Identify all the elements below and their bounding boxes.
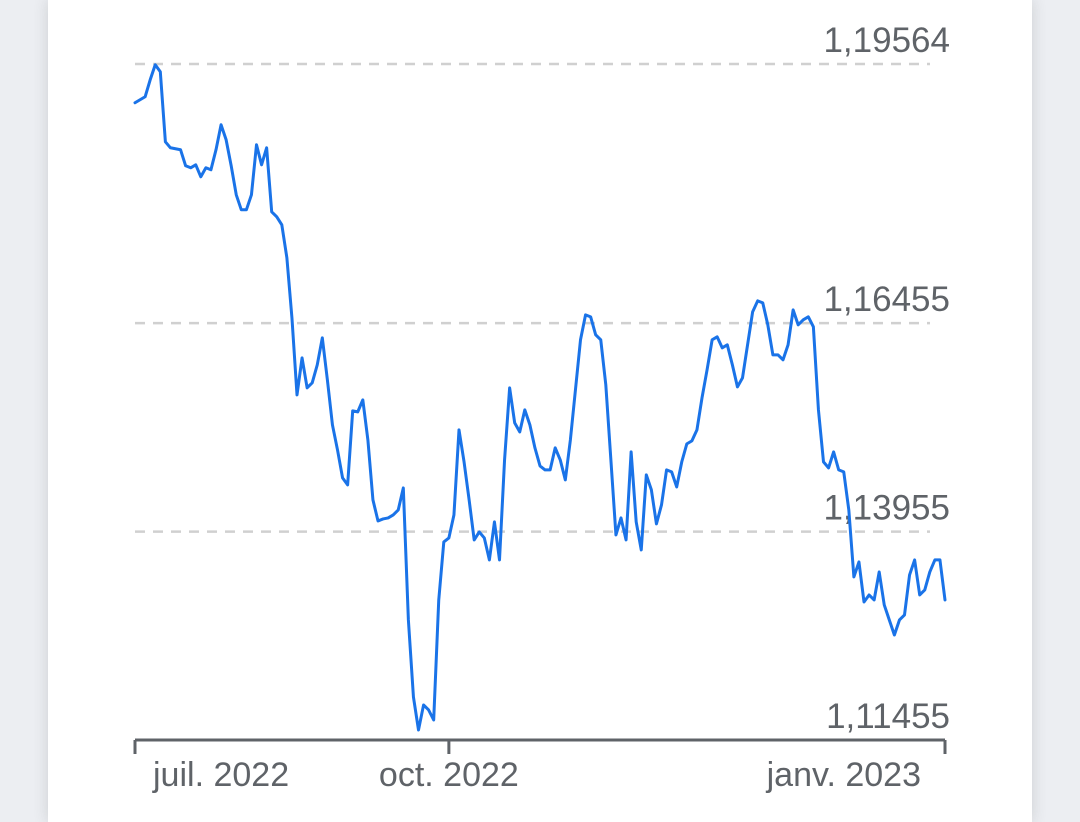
y-tick-label: 1,19564 — [823, 21, 950, 60]
y-tick-label: 1,16455 — [823, 280, 950, 319]
y-tick-label: 1,13955 — [823, 489, 950, 528]
price-line — [133, 63, 947, 732]
y-tick-label: 1,11455 — [826, 697, 950, 736]
x-tick-label: juil. 2022 — [152, 756, 289, 794]
x-tick-label: oct. 2022 — [379, 756, 519, 794]
x-tick-label: janv. 2023 — [766, 756, 921, 794]
card — [48, 0, 1032, 822]
